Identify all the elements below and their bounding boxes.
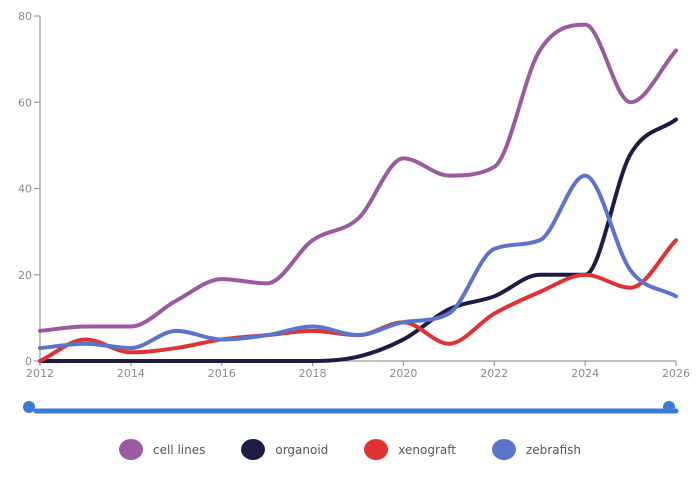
x-tick-label: 2018 xyxy=(299,367,327,380)
x-tick-label: 2026 xyxy=(662,367,690,380)
slider-handle-end[interactable] xyxy=(663,401,675,413)
series-line-cell-lines[interactable] xyxy=(38,22,678,333)
x-tick-label: 2016 xyxy=(208,367,236,380)
legend-label: zebrafish xyxy=(525,442,581,457)
x-tick-label: 2014 xyxy=(117,367,145,380)
legend-label: cell lines xyxy=(152,442,206,457)
legend-item-cell-lines[interactable]: cell lines xyxy=(118,439,206,460)
legend-item-zebrafish[interactable]: zebrafish xyxy=(491,439,581,460)
axes: 0 20 40 60 80 2012 2014 2016 2018 2020 2022 2024 202… xyxy=(18,10,690,380)
x-tick-label: 2022 xyxy=(480,367,508,380)
legend-label: organoid xyxy=(275,442,329,457)
legend-label: xenograft xyxy=(398,442,456,457)
series-line-zebrafish[interactable] xyxy=(38,173,678,351)
y-tick-label: 40 xyxy=(18,183,32,196)
legend-swatch xyxy=(364,439,389,460)
legend-swatch xyxy=(491,439,516,460)
series-lines xyxy=(38,22,678,363)
legend-item-organoid[interactable]: organoid xyxy=(241,439,328,460)
y-tick-label: 20 xyxy=(18,269,32,282)
x-tick-label: 2012 xyxy=(26,367,54,380)
slider-handle-start[interactable] xyxy=(23,401,35,413)
y-tick-label: 0 xyxy=(25,355,32,368)
legend-swatch xyxy=(118,439,143,460)
x-tick-label: 2024 xyxy=(571,367,599,380)
legend-item-xenograft[interactable]: xenograft xyxy=(364,439,456,460)
legend: cell lines organoid xenograft zebrafish xyxy=(0,439,700,460)
x-tick-label: 2020 xyxy=(389,367,417,380)
range-slider[interactable] xyxy=(23,401,679,414)
series-line-xenograft[interactable] xyxy=(38,238,678,363)
legend-swatch xyxy=(241,439,266,460)
y-tick-label: 60 xyxy=(18,96,32,109)
y-tick-label: 80 xyxy=(18,10,32,23)
